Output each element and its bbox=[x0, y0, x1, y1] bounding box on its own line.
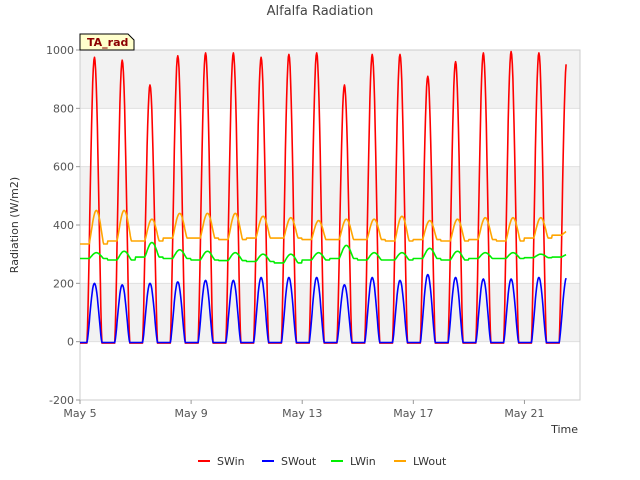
x-axis-label: Time bbox=[550, 423, 578, 436]
y-tick-label: 1000 bbox=[46, 44, 74, 57]
legend-label: LWin bbox=[350, 455, 376, 468]
series-line-swout bbox=[79, 273, 567, 344]
badge-box bbox=[79, 33, 135, 51]
legend-item-lwin: LWin bbox=[331, 455, 376, 468]
x-axis-ticks: May 5 May 9 May 13 May 17 May 21 bbox=[63, 400, 545, 420]
series-layer bbox=[79, 50, 567, 344]
x-tick-label: May 5 bbox=[63, 407, 96, 420]
legend: SWin SWout LWin LWout bbox=[198, 455, 447, 468]
legend-item-swin: SWin bbox=[198, 455, 245, 468]
x-tick-label: May 13 bbox=[282, 407, 322, 420]
legend-label: LWout bbox=[413, 455, 447, 468]
plot-band bbox=[80, 283, 580, 342]
y-tick-label: 800 bbox=[53, 102, 74, 115]
legend-item-lwout: LWout bbox=[394, 455, 447, 468]
x-tick-label: May 21 bbox=[504, 407, 544, 420]
legend-label: SWout bbox=[281, 455, 317, 468]
legend-item-swout: SWout bbox=[262, 455, 317, 468]
badge-label: TA_rad bbox=[87, 36, 128, 49]
plot-bands bbox=[80, 50, 580, 342]
x-tick-label: May 17 bbox=[393, 407, 433, 420]
series-line-lwin bbox=[79, 241, 567, 264]
y-tick-label: 0 bbox=[67, 336, 74, 349]
y-axis-ticks: -200 0 200 400 600 800 1000 bbox=[46, 44, 80, 407]
y-tick-label: 200 bbox=[53, 277, 74, 290]
ta-rad-badge: TA_rad bbox=[79, 33, 135, 51]
y-tick-label: 400 bbox=[53, 219, 74, 232]
plot-band bbox=[80, 50, 580, 109]
series-line-lwout bbox=[79, 209, 567, 245]
y-tick-label: -200 bbox=[49, 394, 74, 407]
y-axis-label: Radiation (W/m2) bbox=[8, 177, 21, 273]
chart-title: Alfalfa Radiation bbox=[267, 4, 374, 19]
y-tick-label: 600 bbox=[53, 161, 74, 174]
plot-band bbox=[80, 166, 580, 225]
x-tick-label: May 9 bbox=[174, 407, 207, 420]
legend-label: SWin bbox=[217, 455, 245, 468]
